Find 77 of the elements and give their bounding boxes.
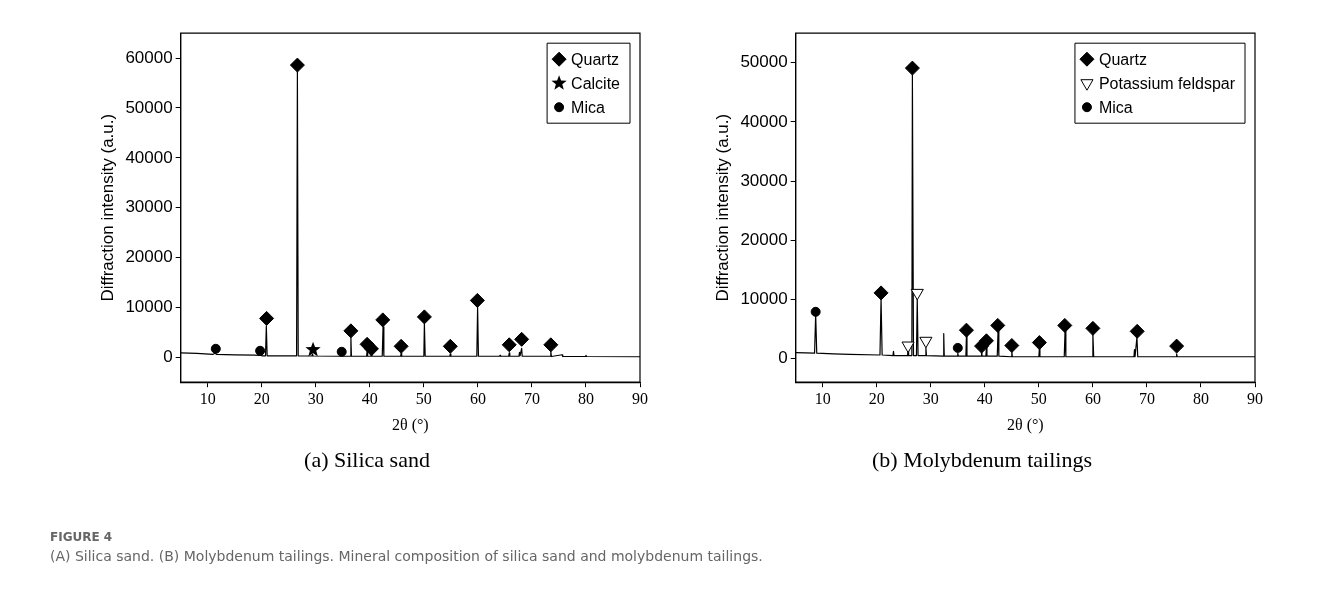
point <box>978 333 994 349</box>
point <box>1129 323 1145 339</box>
y-tick-label: 0 <box>778 348 788 368</box>
point <box>901 341 915 354</box>
x-tick-label: 60 <box>1084 390 1101 407</box>
point <box>990 317 1006 333</box>
y-tick-label: 30000 <box>125 197 173 217</box>
point <box>1031 335 1047 351</box>
point <box>305 341 321 357</box>
point <box>259 310 275 326</box>
y-tick-label: 10000 <box>740 289 788 309</box>
x-tick-label: 70 <box>1138 390 1155 407</box>
y-tick-label: 40000 <box>125 147 173 167</box>
x-tick-label: 50 <box>415 390 432 407</box>
point <box>1085 320 1101 336</box>
legend-label: Mica <box>1098 98 1133 116</box>
point <box>469 292 485 308</box>
y-axis-title: Diffraction intensity (a.u.) <box>97 113 117 302</box>
x-tick-label: 30 <box>307 390 324 407</box>
point <box>919 336 933 349</box>
x-tick-label: 70 <box>523 390 540 407</box>
point <box>958 322 974 338</box>
x-axis-title: 2θ (°) <box>1006 416 1044 435</box>
caption: FIGURE 4 <box>50 530 114 544</box>
point <box>501 337 517 353</box>
x-tick-label: 10 <box>199 390 216 407</box>
x-tick-label: 50 <box>1030 390 1047 407</box>
point <box>1169 338 1185 354</box>
x-tick-label: 90 <box>1247 390 1263 407</box>
text: (b) Molybdenum tailings <box>872 446 1092 472</box>
x-tick-label: 20 <box>253 390 270 407</box>
x-tick-label: 80 <box>577 390 594 407</box>
point <box>343 323 359 339</box>
legend-label: Quartz <box>1098 50 1147 68</box>
y-tick-label: 0 <box>163 346 173 366</box>
legend-label: Potassium feldspar <box>1098 74 1236 92</box>
text: (a) Silica sand <box>304 446 430 472</box>
legend-label: Calcite <box>571 74 621 92</box>
y-tick-label: 20000 <box>740 229 788 249</box>
x-tick-label: 90 <box>632 390 648 407</box>
point <box>514 331 530 347</box>
point <box>289 57 305 73</box>
x-tick-label: 30 <box>922 390 939 407</box>
point <box>873 285 889 301</box>
x-axis-title: 2θ (°) <box>391 416 429 435</box>
y-tick-label: 30000 <box>740 170 788 190</box>
point <box>375 312 391 328</box>
point <box>810 306 821 317</box>
x-tick-label: 20 <box>868 390 885 407</box>
y-tick-label: 40000 <box>740 111 788 131</box>
y-tick-label: 60000 <box>125 47 173 67</box>
point <box>904 60 920 76</box>
x-tick-label: 60 <box>469 390 486 407</box>
y-tick-label: 10000 <box>125 297 173 317</box>
point <box>952 342 963 353</box>
y-axis-title: Diffraction intensity (a.u.) <box>712 113 732 302</box>
x-tick-label: 80 <box>1192 390 1209 407</box>
point <box>416 309 432 325</box>
x-tick-label: 40 <box>976 390 993 407</box>
text: (A) Silica sand. (B) Molybdenum tailings. Mineral composition of silica sand and molybdenum tailings. <box>50 548 763 564</box>
point <box>543 337 559 353</box>
legend-label: Quartz <box>571 50 620 68</box>
point <box>363 341 379 357</box>
y-tick-label: 20000 <box>125 247 173 267</box>
y-tick-label: 50000 <box>740 52 788 72</box>
x-tick-label: 40 <box>361 390 378 407</box>
point <box>1004 338 1020 354</box>
point <box>393 338 409 354</box>
x-tick-label: 10 <box>814 390 831 407</box>
point <box>336 346 347 357</box>
point <box>255 345 266 356</box>
y-tick-label: 50000 <box>125 97 173 117</box>
point <box>442 338 458 354</box>
point <box>910 288 924 301</box>
point <box>1057 317 1073 333</box>
point <box>210 343 221 354</box>
legend-label: Mica <box>571 98 605 116</box>
